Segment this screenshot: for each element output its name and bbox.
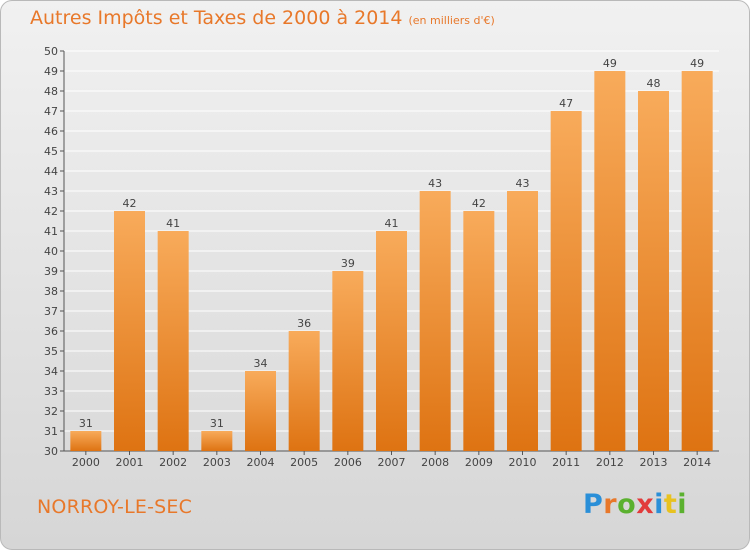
y-tick-label: 33 (44, 385, 58, 398)
x-tick-label: 2000 (72, 456, 100, 469)
x-tick-label: 2006 (334, 456, 362, 469)
y-tick-label: 46 (44, 125, 58, 138)
logo-letter: t (663, 489, 678, 520)
y-tick-label: 47 (44, 105, 58, 118)
data-label: 41 (385, 217, 399, 230)
y-tick-label: 38 (44, 285, 58, 298)
y-tick-label: 36 (44, 325, 58, 338)
title-text: Autres Impôts et Taxes de 2000 à 2014 (30, 7, 403, 29)
y-tick-label: 35 (44, 345, 58, 358)
bar (332, 271, 364, 451)
y-tick-label: 48 (44, 85, 58, 98)
logo-letter: P (583, 489, 604, 520)
y-tick-label: 41 (44, 225, 58, 238)
y-tick-label: 43 (44, 185, 58, 198)
data-label: 36 (297, 317, 311, 330)
y-tick-label: 50 (44, 45, 58, 58)
data-label: 48 (647, 77, 661, 90)
data-label: 41 (166, 217, 180, 230)
y-tick-label: 42 (44, 205, 58, 218)
y-tick-label: 34 (44, 365, 58, 378)
x-tick-label: 2014 (683, 456, 711, 469)
x-tick-label: 2008 (421, 456, 449, 469)
logo-letter: i (677, 489, 688, 520)
x-tick-label: 2001 (116, 456, 144, 469)
bar (157, 231, 189, 451)
data-label: 43 (516, 177, 530, 190)
bar (550, 111, 582, 451)
bar (245, 371, 276, 451)
x-tick-label: 2010 (509, 456, 537, 469)
data-label: 49 (603, 57, 617, 70)
x-tick-label: 2007 (378, 456, 406, 469)
x-tick-label: 2005 (290, 456, 318, 469)
y-tick-label: 49 (44, 65, 58, 78)
data-label: 34 (254, 357, 268, 370)
bar (594, 71, 626, 451)
chart-title: Autres Impôts et Taxes de 2000 à 2014 (en… (30, 7, 495, 29)
bar (463, 211, 495, 451)
y-tick-label: 31 (44, 425, 58, 438)
bar (419, 191, 451, 451)
y-tick-label: 45 (44, 145, 58, 158)
bar (507, 191, 538, 451)
data-label: 39 (341, 257, 355, 270)
proxiti-logo: Proxiti (583, 489, 687, 520)
x-tick-label: 2003 (203, 456, 231, 469)
logo-letter: x (636, 489, 655, 520)
data-label: 42 (472, 197, 486, 210)
y-tick-label: 32 (44, 405, 58, 418)
data-label: 43 (428, 177, 442, 190)
x-tick-label: 2011 (552, 456, 580, 469)
y-tick-label: 39 (44, 265, 58, 278)
data-label: 31 (210, 417, 224, 430)
data-label: 31 (79, 417, 93, 430)
x-tick-label: 2013 (640, 456, 668, 469)
bar (114, 211, 145, 451)
data-label: 42 (123, 197, 137, 210)
y-tick-label: 37 (44, 305, 58, 318)
logo-letter: o (617, 489, 637, 520)
bar (288, 331, 320, 451)
logo-letter: i (654, 489, 664, 520)
x-tick-label: 2012 (596, 456, 624, 469)
y-tick-label: 40 (44, 245, 58, 258)
data-label: 49 (690, 57, 704, 70)
data-label: 47 (559, 97, 573, 110)
bar (638, 91, 669, 451)
title-unit: (en milliers d'€) (408, 14, 495, 27)
x-tick-label: 2004 (247, 456, 275, 469)
x-tick-label: 2009 (465, 456, 493, 469)
y-tick-label: 30 (44, 445, 58, 458)
y-tick-label: 44 (44, 165, 58, 178)
commune-name: NORROY-LE-SEC (37, 496, 193, 518)
x-tick-label: 2002 (159, 456, 187, 469)
bar (70, 431, 102, 451)
bar (681, 71, 713, 451)
bar (376, 231, 407, 451)
logo-letter: r (603, 489, 618, 520)
bar (201, 431, 233, 451)
